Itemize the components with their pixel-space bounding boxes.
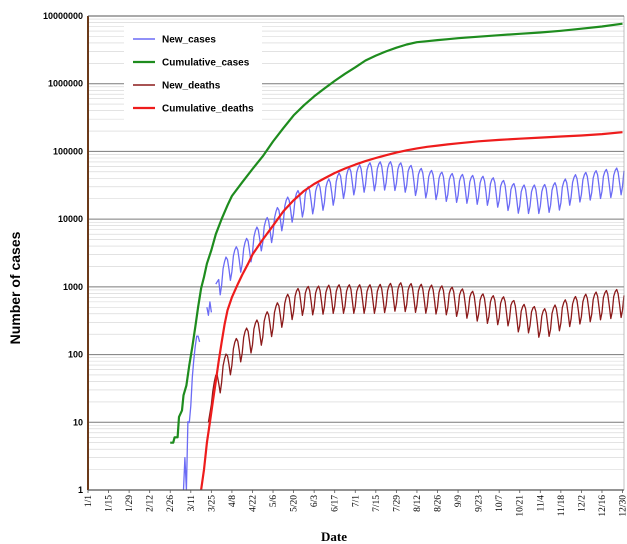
x-tick-label: 3/11	[187, 495, 197, 512]
series-line-cumulative-deaths	[200, 131, 623, 491]
series-layer	[170, 22, 625, 491]
series-line-new-deaths	[207, 282, 625, 423]
y-axis-label: Number of cases	[7, 231, 23, 344]
series-line-new-cases	[215, 161, 625, 296]
x-tick-label: 12/2	[577, 495, 587, 512]
x-tick-label: 1/1	[84, 495, 94, 507]
x-tick-label: 7/1	[351, 495, 361, 507]
y-tick-label: 1000	[63, 282, 83, 292]
y-tick-label: 10000000	[43, 11, 83, 21]
x-tick-label: 7/15	[372, 495, 382, 512]
x-tick-label: 4/22	[248, 495, 258, 512]
x-tick-label: 3/25	[207, 495, 217, 512]
x-tick-label: 4/8	[228, 495, 238, 507]
x-tick-label: 6/17	[331, 495, 341, 512]
series-cumulative-cases	[170, 22, 623, 444]
series-line-new-cases	[206, 301, 213, 316]
y-tick-label: 1	[78, 485, 83, 495]
y-tick-label: 100	[68, 350, 83, 360]
x-tick-label: 1/29	[125, 495, 135, 512]
x-tick-label: 2/26	[166, 495, 176, 512]
x-tick-label: 9/9	[454, 495, 464, 507]
x-tick-label: 7/29	[392, 495, 402, 512]
series-cumulative-deaths	[200, 131, 623, 491]
legend-box	[124, 26, 262, 128]
x-tick-label: 12/30	[619, 495, 627, 517]
x-axis-label: Date	[321, 529, 347, 544]
y-tick-labels: 1 10 100 1000 10000 100000 1000000 10000000	[43, 11, 83, 495]
legend: New_cases Cumulative_cases New_deaths Cumul…	[124, 26, 262, 128]
x-tick-label: 12/16	[598, 495, 608, 517]
x-tick-labels: 1/1 1/15 1/29 2/12 2/26 3/11 3/25 4/8 4/22 5/6 5/2…	[84, 495, 627, 517]
x-tick-label: 10/7	[495, 495, 505, 512]
axes	[87, 15, 625, 493]
legend-label-cumulative-cases: Cumulative_cases	[162, 58, 250, 69]
y-tick-label: 10000	[58, 214, 83, 224]
x-tick-label: 6/3	[310, 495, 320, 507]
x-tick-label: 11/18	[557, 495, 567, 517]
series-line-new-cases	[182, 335, 201, 491]
y-tick-label: 1000000	[48, 79, 83, 89]
series-line-cumulative-cases	[170, 22, 623, 444]
legend-label-new-deaths: New_deaths	[162, 81, 221, 92]
legend-label-new-cases: New_cases	[162, 35, 216, 46]
x-tick-label: 2/12	[146, 495, 156, 512]
legend-label-cumulative-deaths: Cumulative_deaths	[162, 104, 254, 115]
x-tick-label: 5/6	[269, 495, 279, 507]
series-new-deaths	[207, 282, 625, 423]
y-tick-label: 100000	[53, 146, 83, 156]
x-tick-label: 10/21	[516, 495, 526, 517]
x-tick-label: 8/26	[434, 495, 444, 512]
x-tick-label: 9/23	[475, 495, 485, 512]
x-tick-label: 11/4	[536, 495, 546, 512]
series-new-cases	[182, 161, 625, 491]
y-tick-label: 10	[73, 417, 83, 427]
x-tick-label: 1/15	[105, 495, 115, 512]
x-tick-label: 8/12	[413, 495, 423, 512]
x-tick-label: 5/20	[290, 495, 300, 512]
